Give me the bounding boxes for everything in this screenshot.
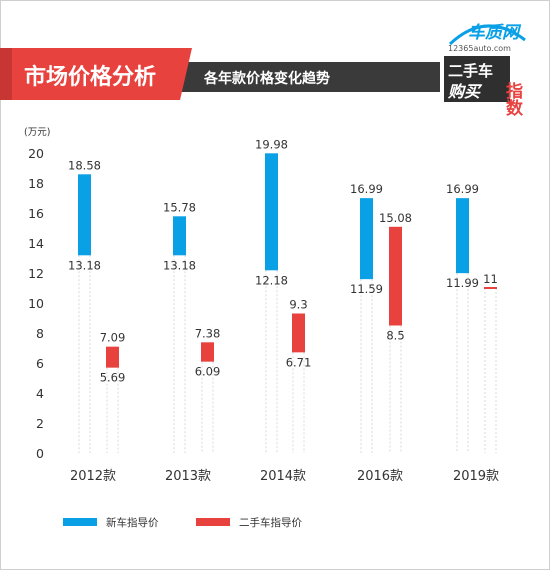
used-low-label: 8.5 bbox=[386, 329, 404, 343]
badge-line2: 购买 bbox=[447, 82, 483, 101]
y-tick-label: 20 bbox=[28, 146, 44, 161]
used-high-label: 11 bbox=[483, 272, 498, 286]
badge-bg bbox=[444, 56, 510, 102]
new-low-label: 11.59 bbox=[350, 282, 383, 296]
y-axis-unit: (万元) bbox=[24, 127, 50, 138]
used-low-label: 6.71 bbox=[286, 355, 312, 369]
new-low-label: 13.18 bbox=[163, 258, 196, 272]
logo-url: 12365auto.com bbox=[448, 44, 511, 53]
new-price-bar bbox=[360, 198, 373, 280]
value-labels: 18.58 13.18 7.09 5.69 15.78 13.18 7.38 6.09 19.9… bbox=[68, 137, 498, 384]
y-tick-label: 16 bbox=[28, 206, 44, 221]
y-tick-label: 6 bbox=[36, 356, 44, 371]
used-price-bar bbox=[201, 342, 214, 362]
new-price-bar bbox=[265, 153, 278, 271]
new-high-label: 15.78 bbox=[163, 200, 196, 214]
used-price-bar bbox=[292, 313, 305, 353]
y-tick-label: 12 bbox=[28, 266, 44, 281]
used-price-bar bbox=[484, 287, 497, 289]
legend-new-label: 新车指导价 bbox=[106, 516, 159, 529]
new-price-bar bbox=[173, 216, 186, 256]
category-label: 2012款 bbox=[70, 469, 116, 484]
used-low-label: 5.69 bbox=[100, 371, 126, 385]
logo-text: 车质网 bbox=[468, 23, 522, 43]
used-price-bar bbox=[389, 226, 402, 326]
y-tick-label: 0 bbox=[36, 446, 44, 461]
used-high-label: 7.38 bbox=[195, 326, 221, 340]
new-low-label: 12.18 bbox=[255, 273, 288, 287]
new-high-label: 18.58 bbox=[68, 158, 101, 172]
legend-new-swatch bbox=[63, 518, 97, 526]
used-car-index-badge: 二手车 购买 指数 bbox=[444, 56, 523, 117]
used-high-label: 15.08 bbox=[379, 211, 412, 225]
x-axis-categories: 2012款 2013款 2014款 2016款 2019款 bbox=[70, 469, 499, 484]
used-low-label: 6.09 bbox=[195, 365, 221, 379]
category-label: 2013款 bbox=[165, 469, 211, 484]
page-subtitle: 各年款价格变化趋势 bbox=[203, 70, 330, 87]
used-high-label: 7.09 bbox=[100, 331, 126, 345]
used-price-bar bbox=[106, 346, 119, 368]
y-tick-label: 14 bbox=[28, 236, 44, 251]
y-axis: 0 2 4 6 8 10 12 14 16 18 20 bbox=[28, 146, 44, 461]
title-banner bbox=[0, 48, 192, 100]
new-high-label: 19.98 bbox=[255, 137, 288, 151]
new-price-bar bbox=[78, 174, 91, 256]
legend: 新车指导价 二手车指导价 bbox=[63, 516, 302, 529]
y-tick-label: 10 bbox=[28, 296, 44, 311]
y-tick-label: 8 bbox=[36, 326, 44, 341]
category-label: 2014款 bbox=[260, 469, 306, 484]
logo-arc-icon bbox=[448, 24, 526, 46]
new-high-label: 16.99 bbox=[446, 182, 479, 196]
guide-lines bbox=[78, 255, 497, 453]
category-label: 2016款 bbox=[357, 469, 403, 484]
bars bbox=[78, 153, 497, 368]
page-title: 市场价格分析 bbox=[24, 64, 156, 90]
header-banner: 市场价格分析 各年款价格变化趋势 车质网 12365auto.com 二手车 购… bbox=[0, 23, 526, 117]
used-high-label: 9.3 bbox=[289, 298, 307, 312]
badge-line1: 二手车 bbox=[448, 62, 493, 80]
legend-used-label: 二手车指导价 bbox=[239, 516, 302, 529]
legend-used-swatch bbox=[196, 518, 230, 526]
new-low-label: 13.18 bbox=[68, 258, 101, 272]
y-tick-label: 2 bbox=[36, 416, 44, 431]
new-high-label: 16.99 bbox=[350, 182, 383, 196]
y-tick-label: 4 bbox=[36, 386, 44, 401]
badge-side: 指数 bbox=[502, 81, 523, 117]
new-low-label: 11.99 bbox=[446, 276, 479, 290]
brand-logo: 车质网 12365auto.com bbox=[448, 23, 526, 53]
title-banner-edge bbox=[0, 48, 12, 100]
new-price-bar bbox=[456, 198, 469, 274]
y-tick-label: 18 bbox=[28, 176, 44, 191]
category-label: 2019款 bbox=[453, 469, 499, 484]
